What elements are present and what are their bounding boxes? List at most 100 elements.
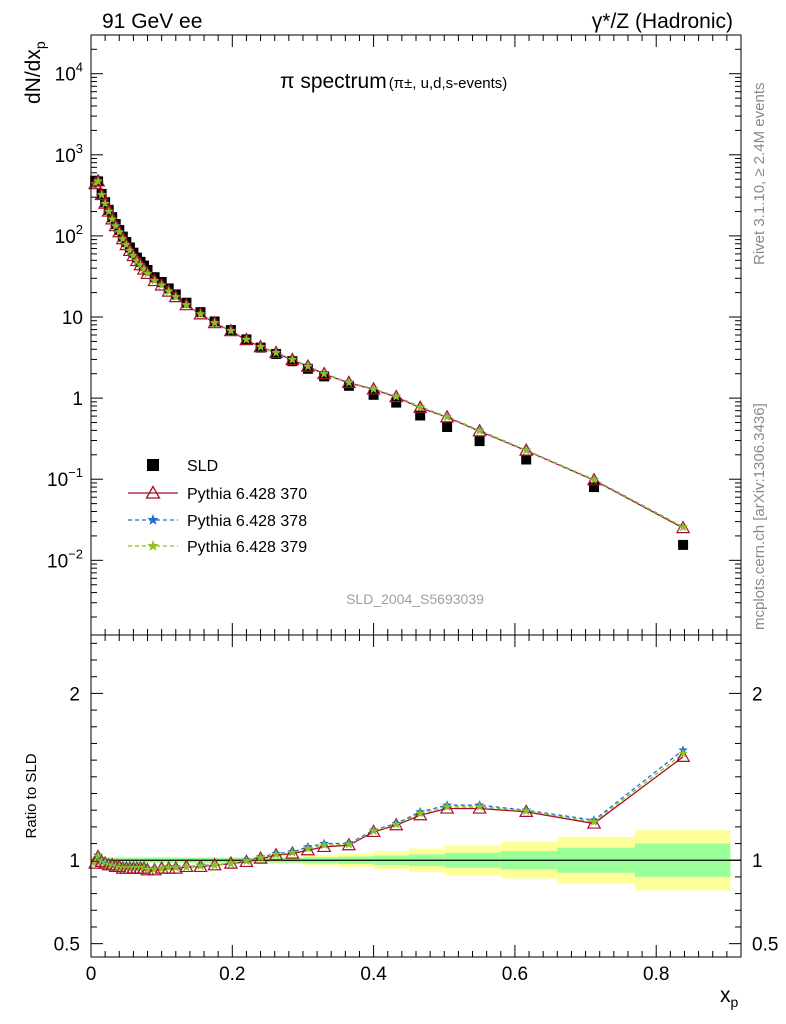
- ratio-370-point: [341, 837, 357, 851]
- x-tick-label: 0.2: [219, 964, 245, 985]
- ratio-370-point: [268, 847, 284, 861]
- main-y-tick-label: 10−2: [47, 546, 83, 572]
- main-y-tick-label: 10−1: [47, 465, 83, 491]
- ratio-y-tick-label-right: 1: [752, 851, 763, 872]
- ratio-379-point: [589, 816, 599, 826]
- legend: SLD Pythia 6.428 370 Pythia 6.428 378 Py…: [128, 458, 307, 556]
- ratio-379-point: [90, 857, 100, 867]
- x-tick-label: 0.6: [502, 964, 528, 985]
- main-y-tick-label: 104: [55, 60, 83, 86]
- ratio-379-point: [415, 808, 425, 818]
- pythia-379-point: [442, 412, 452, 421]
- main-ylabel-sub: p: [32, 41, 48, 49]
- ratio-379-point: [255, 852, 266, 862]
- ratio-370-point: [161, 860, 176, 874]
- ratio-series: [88, 745, 691, 876]
- ratio-370-point: [285, 845, 300, 859]
- side-label-bottom: mcplots.cern.ch [arXiv:1306.3436]: [751, 403, 768, 630]
- header-left: 91 GeV ee: [102, 10, 202, 33]
- sld-point: [521, 454, 532, 465]
- ratio-370-point: [300, 842, 316, 856]
- pythia-379-point: [474, 425, 485, 435]
- ratio-panel: 0 0.2 0.4 0.6 0.8 0.5 0.5 1 1 2 2 Ratio to SLD xp: [23, 634, 778, 1010]
- pythia-379-point: [103, 206, 114, 216]
- ratio-370-point: [366, 824, 381, 838]
- ratio-379-point: [474, 801, 485, 811]
- sld-point: [391, 397, 402, 408]
- ratio-370-point: [439, 800, 455, 814]
- pythia-379-point: [287, 354, 298, 364]
- sld-point: [474, 436, 485, 447]
- pythia-379-point: [128, 250, 139, 260]
- main-title-sub: (π±, u,d,s-events): [389, 75, 508, 92]
- pythia-379-point: [171, 291, 181, 301]
- pythia-379-point: [303, 361, 313, 371]
- ratio-axis-ticks: 0 0.2 0.4 0.6 0.8 0.5 0.5 1 1 2 2: [54, 635, 778, 985]
- ratio-370-point: [389, 817, 404, 831]
- sld-point: [302, 363, 313, 374]
- pythia-379-point: [125, 245, 135, 255]
- pythia-379-point: [121, 239, 132, 249]
- main-axis-ticks: 10−2 10−1 1 10 102 103 104: [47, 34, 741, 635]
- ratio-379-point: [164, 862, 174, 872]
- pythia-379-point: [135, 260, 146, 269]
- xlabel: xp: [720, 984, 739, 1010]
- sld-point: [589, 482, 599, 493]
- pythia-379-point: [164, 286, 174, 296]
- ratio-379-point: [319, 840, 329, 850]
- ratio-379-point: [391, 819, 401, 829]
- ratio-y-tick-label: 2: [69, 684, 80, 705]
- legend-marker-sld: [147, 459, 159, 471]
- ratio-370-point: [586, 815, 602, 829]
- main-y-tick-label: 102: [55, 222, 83, 248]
- ratio-370-point: [193, 859, 208, 873]
- ratio-379-point: [142, 864, 153, 874]
- main-title-text: π spectrum: [280, 70, 387, 93]
- ratio-379-point: [156, 863, 167, 873]
- sld-point: [415, 410, 426, 421]
- x-tick-label: 0: [86, 964, 97, 985]
- header-right: γ*/Z (Hadronic): [592, 10, 733, 33]
- main-title: π spectrum (π±, u,d,s-events): [280, 70, 507, 93]
- main-y-tick-label: 1: [72, 389, 83, 410]
- pythia-379-point: [156, 280, 167, 290]
- main-line-3: [94, 179, 684, 528]
- legend-label-sld: SLD: [187, 458, 218, 475]
- main-panel: 10−2 10−1 1 10 102 103 104 π spectrum (π±, u,d,…: [22, 34, 742, 636]
- pythia-379-point: [100, 198, 110, 208]
- pythia-379-point: [241, 334, 252, 344]
- ratio-y-tick-label: 1: [69, 851, 80, 872]
- pythia-379-point: [132, 255, 142, 265]
- ratio-379-point: [93, 851, 103, 861]
- ratio-370-point: [519, 804, 534, 817]
- main-series: [88, 173, 691, 550]
- main-y-tick-label: 10: [62, 308, 83, 329]
- pythia-379-point: [111, 221, 121, 231]
- ratio-370-point: [675, 749, 691, 762]
- pythia-379-point: [319, 368, 329, 378]
- ratio-370-point: [316, 839, 332, 853]
- pythia-379-point: [678, 522, 688, 532]
- ratio-370-point: [253, 850, 268, 864]
- ratio-379-point: [442, 801, 452, 811]
- pythia-379-point: [96, 189, 107, 199]
- ratio-y-tick-label-right: 0.5: [752, 935, 778, 956]
- pythia-379-point: [107, 214, 117, 224]
- legend-marker-378: [147, 514, 159, 525]
- ratio-379-point: [678, 748, 688, 758]
- pythia-379-point: [195, 309, 206, 319]
- side-label-top: Rivet 3.1.10, ≥ 2.4M events: [751, 83, 768, 266]
- ratio-y-tick-label: 0.5: [54, 935, 80, 956]
- pythia-379-point: [255, 341, 266, 351]
- ratio-379-point: [149, 864, 160, 874]
- pythia-379-point: [344, 377, 354, 387]
- sld-point: [368, 389, 379, 400]
- pythia-379-point: [90, 178, 100, 188]
- ratio-370-point: [413, 807, 428, 821]
- pythia-379-point: [118, 234, 128, 244]
- pythia-379-point: [209, 317, 220, 327]
- legend-label-379: Pythia 6.428 379: [187, 539, 307, 556]
- pythia-370-point: [675, 520, 691, 534]
- ratio-ylabel: Ratio to SLD: [23, 753, 40, 838]
- watermark: SLD_2004_S5693039: [346, 591, 484, 607]
